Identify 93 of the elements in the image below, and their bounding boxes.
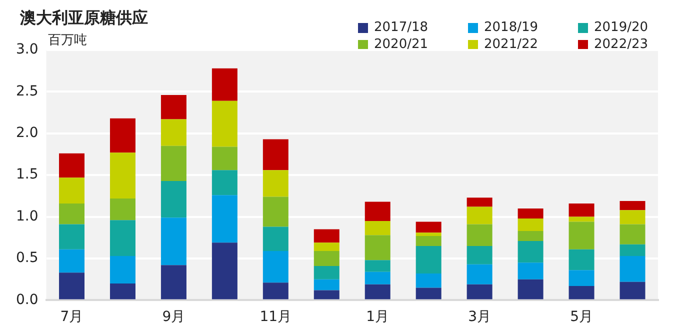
bar xyxy=(518,208,544,218)
bar xyxy=(212,242,238,300)
bar xyxy=(466,198,492,207)
bar xyxy=(620,210,646,224)
bar xyxy=(620,256,646,282)
bar xyxy=(568,286,594,300)
bar xyxy=(568,270,594,286)
bar xyxy=(518,279,544,300)
bar xyxy=(59,272,84,300)
bar xyxy=(364,260,390,272)
bar xyxy=(262,139,288,170)
y-tick-label: 0.0 xyxy=(16,292,38,308)
bar xyxy=(110,118,136,153)
bar xyxy=(466,246,492,264)
bar xyxy=(314,279,340,290)
bar xyxy=(110,256,136,284)
y-tick-label: 2.5 xyxy=(16,83,38,100)
bar xyxy=(416,246,442,274)
legend-label: 2021/22 xyxy=(484,37,538,52)
y-tick-label: 1.0 xyxy=(16,208,38,224)
bar xyxy=(262,226,288,251)
bar xyxy=(212,68,238,101)
bar xyxy=(518,218,544,231)
bar xyxy=(466,284,492,300)
legend-label: 2022/23 xyxy=(594,37,648,52)
bar xyxy=(568,222,594,250)
bar xyxy=(518,230,544,241)
x-tick-label: 11月 xyxy=(260,309,292,326)
bar xyxy=(262,196,288,227)
bar xyxy=(110,152,136,198)
bar xyxy=(620,200,646,210)
bar xyxy=(262,170,288,197)
bar xyxy=(160,265,186,300)
bar xyxy=(466,206,492,224)
bar xyxy=(212,195,238,243)
bar xyxy=(160,119,186,146)
bar xyxy=(416,222,442,233)
bar xyxy=(262,282,288,300)
bar xyxy=(364,202,390,221)
bar xyxy=(160,218,186,266)
y-axis-title: 百万吨 xyxy=(48,32,87,49)
bar xyxy=(416,232,442,236)
bar xyxy=(620,224,646,244)
bar xyxy=(364,235,390,260)
bar xyxy=(59,203,84,224)
bar xyxy=(59,249,84,273)
bar xyxy=(59,153,84,178)
bar xyxy=(568,249,594,270)
bar xyxy=(262,250,288,283)
legend-label: 2017/18 xyxy=(374,20,428,35)
bar xyxy=(314,290,340,300)
bar xyxy=(314,229,340,243)
x-tick-label: 7月 xyxy=(60,309,84,326)
bar xyxy=(466,224,492,246)
bar xyxy=(620,244,646,256)
bar xyxy=(518,262,544,280)
legend-label: 2020/21 xyxy=(374,37,428,52)
bar xyxy=(59,178,84,204)
chart-title: 澳大利亚原糖供应 xyxy=(20,8,148,29)
x-tick-label: 3月 xyxy=(468,309,492,326)
bar xyxy=(160,146,186,181)
bar xyxy=(568,203,594,217)
bar xyxy=(110,220,136,256)
bar xyxy=(364,272,390,284)
bar xyxy=(364,220,390,236)
bar xyxy=(160,95,186,120)
bar xyxy=(416,274,442,288)
legend-label: 2019/20 xyxy=(594,20,648,35)
bar xyxy=(160,180,186,218)
bar xyxy=(620,282,646,300)
bar xyxy=(314,250,340,266)
bar xyxy=(568,216,594,222)
y-tick-label: 0.5 xyxy=(16,250,38,266)
x-tick-label: 5月 xyxy=(570,309,593,326)
y-tick-label: 3.0 xyxy=(16,42,38,58)
y-tick-label: 2.0 xyxy=(16,125,38,142)
legend-label: 2018/19 xyxy=(484,20,538,35)
x-tick-label: 1月 xyxy=(366,309,390,326)
bar xyxy=(518,240,544,263)
bar xyxy=(466,264,492,284)
bar xyxy=(212,100,238,147)
bar xyxy=(212,170,238,196)
x-tick-label: 9月 xyxy=(162,309,186,326)
bar xyxy=(59,224,84,250)
bar xyxy=(314,242,340,251)
bar xyxy=(110,198,136,220)
bar xyxy=(212,146,238,170)
bar xyxy=(416,236,442,246)
y-tick-label: 1.5 xyxy=(16,166,38,183)
bar xyxy=(314,266,340,280)
bar xyxy=(416,288,442,300)
bar xyxy=(364,284,390,300)
bar xyxy=(110,284,136,300)
